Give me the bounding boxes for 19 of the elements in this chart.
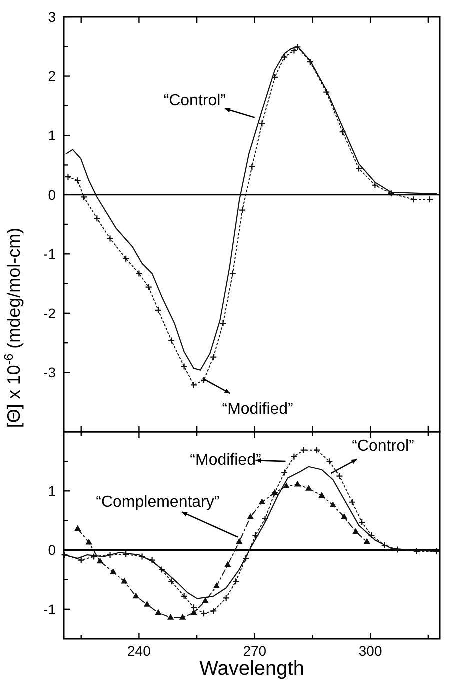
y-tick-label: 1: [48, 483, 56, 500]
y-tick-label: 0: [48, 186, 56, 203]
x-tick-label: 270: [243, 643, 267, 659]
annotation: “Complementary”: [96, 494, 220, 511]
y-tick-label: 0: [48, 542, 56, 558]
x-tick-label: 240: [128, 643, 152, 659]
annotation: “Control”: [352, 438, 414, 455]
y-tick-label: 1: [48, 127, 56, 144]
y-tick-label: 2: [48, 68, 56, 84]
y-tick-label: -1: [44, 601, 56, 618]
x-tick-label: 300: [358, 643, 382, 659]
annotation: “Modified”: [190, 452, 262, 470]
y-tick-label: -3: [44, 364, 56, 381]
x-axis-title: Wavelength: [200, 658, 304, 680]
y-tick-label: -1: [44, 246, 56, 262]
y-tick-label: 3: [48, 8, 56, 25]
y-tick-label: -2: [44, 305, 56, 322]
annotation: “Control”: [164, 92, 226, 110]
annotation: “Modified”: [222, 401, 294, 418]
